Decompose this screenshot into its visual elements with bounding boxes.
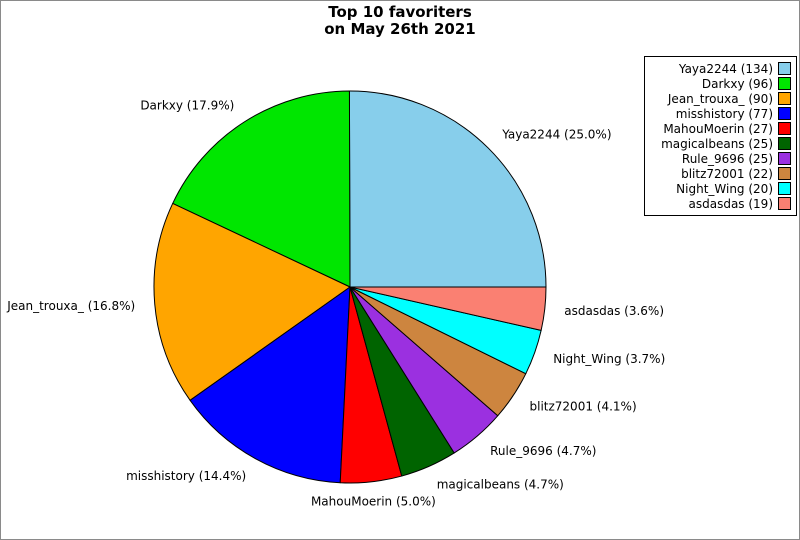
legend-swatch-asdasdas bbox=[778, 197, 791, 210]
legend-swatch-Yaya2244 bbox=[778, 62, 791, 75]
legend-label-magicalbeans: magicalbeans (25) bbox=[661, 136, 773, 151]
slice-label-Jean_trouxa_: Jean_trouxa_ (16.8%) bbox=[6, 299, 135, 313]
legend-entry-misshistory: misshistory (77) bbox=[650, 106, 791, 121]
legend-entry-MahouMoerin: MahouMoerin (27) bbox=[650, 121, 791, 136]
chart-title-line1: Top 10 favoriters bbox=[328, 3, 472, 21]
legend-label-Night_Wing: Night_Wing (20) bbox=[676, 181, 773, 196]
slice-label-Night_Wing: Night_Wing (3.7%) bbox=[553, 352, 665, 366]
legend-entry-Jean_trouxa_: Jean_trouxa_ (90) bbox=[650, 91, 791, 106]
slice-label-Yaya2244: Yaya2244 (25.0%) bbox=[501, 128, 611, 142]
legend-swatch-MahouMoerin bbox=[778, 122, 791, 135]
legend-entry-blitz72001: blitz72001 (22) bbox=[650, 166, 791, 181]
legend-label-MahouMoerin: MahouMoerin (27) bbox=[663, 121, 773, 136]
legend-entry-Night_Wing: Night_Wing (20) bbox=[650, 181, 791, 196]
pie-slice-Darkxy bbox=[172, 90, 351, 288]
legend-label-blitz72001: blitz72001 (22) bbox=[681, 166, 773, 181]
legend-entry-asdasdas: asdasdas (19) bbox=[650, 196, 791, 211]
legend-entry-magicalbeans: magicalbeans (25) bbox=[650, 136, 791, 151]
legend-label-Jean_trouxa_: Jean_trouxa_ (90) bbox=[667, 91, 773, 106]
legend-entry-Rule_9696: Rule_9696 (25) bbox=[650, 151, 791, 166]
chart-title-line2: on May 26th 2021 bbox=[324, 20, 476, 38]
legend-entry-Yaya2244: Yaya2244 (134) bbox=[650, 61, 791, 76]
legend-swatch-Rule_9696 bbox=[778, 152, 791, 165]
slice-label-magicalbeans: magicalbeans (4.7%) bbox=[437, 478, 564, 492]
chart-title: Top 10 favoriters on May 26th 2021 bbox=[1, 4, 799, 38]
legend-label-Yaya2244: Yaya2244 (134) bbox=[678, 61, 773, 76]
legend-label-asdasdas: asdasdas (19) bbox=[688, 196, 774, 211]
pie-slice-Jean_trouxa_ bbox=[153, 202, 351, 401]
pie-slice-asdasdas bbox=[349, 286, 547, 331]
slice-label-asdasdas: asdasdas (3.6%) bbox=[564, 304, 664, 318]
legend-entry-Darkxy: Darkxy (96) bbox=[650, 76, 791, 91]
slice-label-MahouMoerin: MahouMoerin (5.0%) bbox=[311, 495, 436, 509]
slice-label-Rule_9696: Rule_9696 (4.7%) bbox=[490, 444, 596, 458]
slice-label-blitz72001: blitz72001 (4.1%) bbox=[530, 400, 637, 414]
legend-swatch-Darkxy bbox=[778, 77, 791, 90]
slice-label-misshistory: misshistory (14.4%) bbox=[126, 469, 246, 483]
legend-swatch-blitz72001 bbox=[778, 167, 791, 180]
legend-swatch-Night_Wing bbox=[778, 182, 791, 195]
legend-swatch-misshistory bbox=[778, 107, 791, 120]
legend-swatch-magicalbeans bbox=[778, 137, 791, 150]
legend-label-Darkxy: Darkxy (96) bbox=[701, 76, 773, 91]
legend-swatch-Jean_trouxa_ bbox=[778, 92, 791, 105]
slice-label-Darkxy: Darkxy (17.9%) bbox=[140, 98, 234, 112]
pie-slice-Yaya2244 bbox=[348, 90, 547, 288]
legend-box: Yaya2244 (134) Darkxy (96) Jean_trouxa_ (9… bbox=[644, 56, 797, 216]
pie-slice-misshistory bbox=[189, 286, 351, 484]
legend-label-Rule_9696: Rule_9696 (25) bbox=[681, 151, 773, 166]
legend-label-misshistory: misshistory (77) bbox=[675, 106, 773, 121]
